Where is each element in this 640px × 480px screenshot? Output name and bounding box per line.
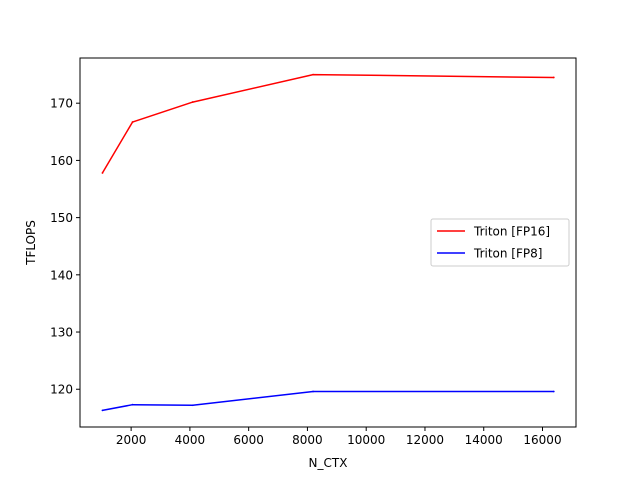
y-tick-label: 140: [50, 268, 73, 282]
x-tick-label: 2000: [116, 433, 147, 447]
data-point: [101, 172, 104, 174]
y-tick-label: 130: [50, 326, 73, 340]
y-tick-label: 170: [50, 97, 73, 111]
y-tick-label: 160: [50, 154, 73, 168]
series-line-1: [102, 390, 554, 412]
x-axis-ticks: 2000 4000 6000 8000 10000 12000 14000 16000: [116, 427, 562, 447]
y-tick-label: 150: [50, 211, 73, 225]
axes-frame: [79, 57, 577, 428]
legend-box: [430, 218, 570, 267]
data-point: [101, 409, 104, 412]
x-tick-label: 12000: [406, 433, 444, 447]
plot-area: 2000 4000 6000 8000 10000 12000 14000 16000 120…: [50, 57, 577, 447]
legend-label-fp8: Triton [FP8]: [473, 247, 542, 261]
legend: Triton [FP16] Triton [FP8]: [430, 218, 570, 267]
x-axis-label: N_CTX: [309, 456, 348, 470]
data-point: [312, 73, 314, 76]
data-point: [131, 403, 134, 406]
data-point: [191, 101, 194, 103]
legend-label-fp16: Triton [FP16]: [473, 225, 550, 239]
x-tick-label: 10000: [347, 433, 385, 447]
y-axis-label: TFLOPS: [24, 220, 38, 266]
series-line-0: [101, 73, 554, 174]
series-layer: [101, 73, 555, 412]
x-tick-label: 6000: [233, 433, 264, 447]
x-tick-label: 4000: [175, 433, 206, 447]
data-point: [552, 390, 555, 393]
y-tick-label: 120: [50, 383, 73, 397]
x-tick-label: 14000: [465, 433, 503, 447]
y-axis-ticks: 120 130 140 150 160 170: [50, 97, 80, 397]
data-point: [191, 404, 194, 407]
x-tick-label: 16000: [523, 433, 561, 447]
x-tick-label: 8000: [292, 433, 323, 447]
data-point: [552, 76, 555, 79]
data-point: [312, 390, 314, 393]
data-point: [131, 121, 134, 123]
